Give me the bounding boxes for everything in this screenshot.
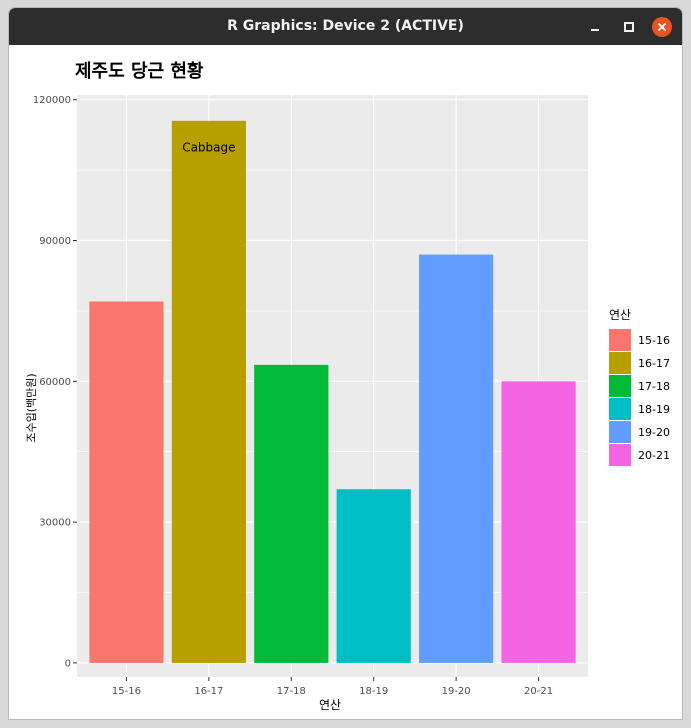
close-button[interactable] xyxy=(652,17,672,37)
x-axis-label: 연산 xyxy=(319,698,341,712)
y-axis-label: 조수입(백만원) xyxy=(25,373,38,442)
annotations: Cabbage xyxy=(182,140,235,154)
legend-swatch-19-20 xyxy=(609,421,631,443)
annotation-label: Cabbage xyxy=(182,140,235,154)
bar-17-18 xyxy=(254,364,329,663)
x-tick-label: 19-20 xyxy=(442,686,471,697)
bars xyxy=(89,120,576,663)
legend-label: 20-21 xyxy=(638,449,670,462)
legend-swatch-15-16 xyxy=(609,329,631,351)
legend-label: 19-20 xyxy=(638,426,670,439)
y-tick-label: 0 xyxy=(65,658,71,669)
x-tick-label: 15-16 xyxy=(112,686,141,697)
maximize-icon xyxy=(624,22,634,32)
bar-15-16 xyxy=(89,301,164,663)
legend-items: 15-16 16-17 17-18 18-19 19-20 20-21 xyxy=(609,329,670,466)
x-tick-label: 20-21 xyxy=(524,686,553,697)
close-icon xyxy=(652,17,672,37)
legend-swatch-20-21 xyxy=(609,444,631,466)
legend-swatch-16-17 xyxy=(609,352,631,374)
bar-19-20 xyxy=(419,254,494,663)
legend-title: 연산 xyxy=(609,308,631,322)
r-graphics-window: R Graphics: Device 2 (ACTIVE) Cabbage 0 3… xyxy=(9,8,682,719)
legend-label: 16-17 xyxy=(638,357,670,370)
legend: 연산 15-16 16-17 17-18 18-19 19-20 20-21 xyxy=(609,308,670,466)
legend-label: 17-18 xyxy=(638,380,670,393)
legend-label: 15-16 xyxy=(638,334,670,347)
y-tick-label: 120000 xyxy=(33,95,71,106)
window-titlebar[interactable]: R Graphics: Device 2 (ACTIVE) xyxy=(9,8,682,45)
bar-18-19 xyxy=(336,489,411,663)
y-tick-label: 30000 xyxy=(39,518,71,529)
minimize-button[interactable] xyxy=(585,17,605,37)
minimize-icon xyxy=(591,29,599,31)
legend-swatch-17-18 xyxy=(609,375,631,397)
legend-label: 18-19 xyxy=(638,403,670,416)
x-tick-label: 17-18 xyxy=(277,686,306,697)
plot-canvas: Cabbage 0 30000 60000 90000 120000 15-16 16-1… xyxy=(9,45,682,719)
maximize-button[interactable] xyxy=(619,17,639,37)
x-axis: 15-16 16-17 17-18 18-19 19-20 20-21 xyxy=(112,677,553,697)
x-tick-label: 18-19 xyxy=(359,686,388,697)
y-axis: 0 30000 60000 90000 120000 xyxy=(33,95,77,669)
bar-chart: Cabbage 0 30000 60000 90000 120000 15-16 16-1… xyxy=(25,61,670,712)
window-title: R Graphics: Device 2 (ACTIVE) xyxy=(227,18,464,34)
x-tick-label: 16-17 xyxy=(194,686,223,697)
y-tick-label: 60000 xyxy=(39,377,71,388)
bar-16-17 xyxy=(171,120,246,663)
y-tick-label: 90000 xyxy=(39,236,71,247)
legend-swatch-18-19 xyxy=(609,398,631,420)
chart-title: 제주도 당근 현황 xyxy=(75,61,204,82)
bar-20-21 xyxy=(501,381,576,663)
